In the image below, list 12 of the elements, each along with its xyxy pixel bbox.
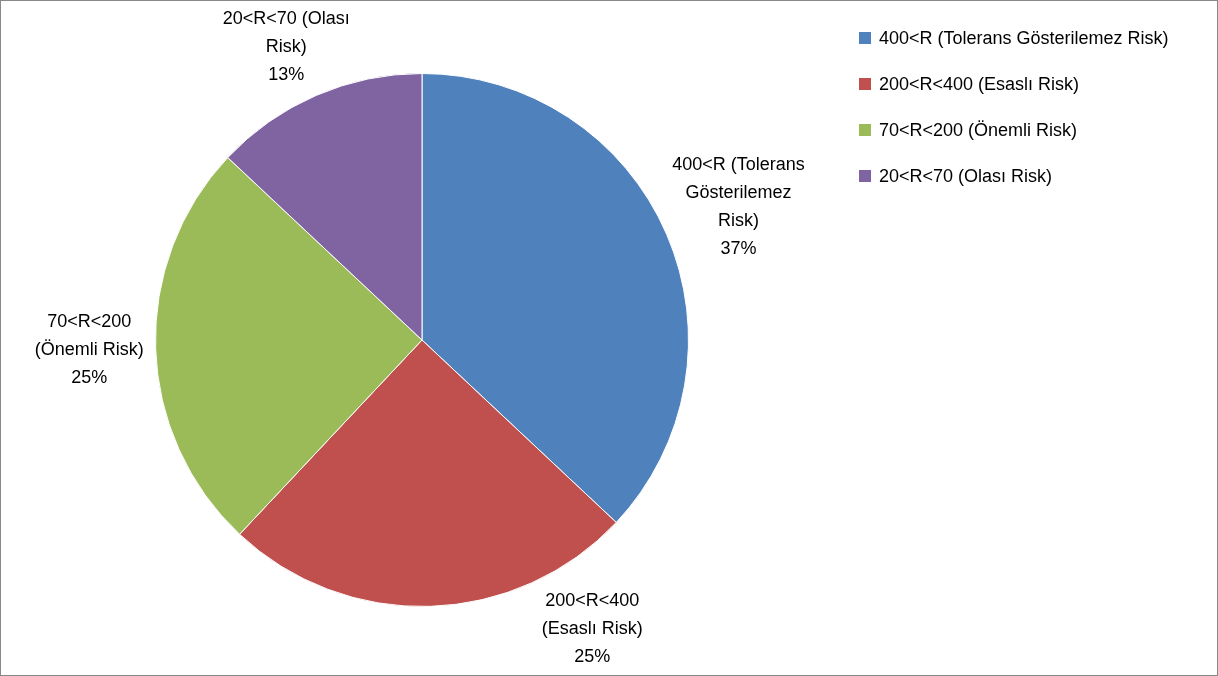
data-label: 37% [720, 238, 757, 259]
slice-label: 200<R<400 (Esaslı Risk) [541, 589, 643, 638]
legend-label: 400<R (Tolerans Gösterilemez Risk) [879, 27, 1169, 50]
legend-label: 20<R<70 (Olası Risk) [879, 165, 1053, 188]
legend-label: 70<R<200 (Önemli Risk) [879, 119, 1078, 142]
slice-label: 400<R (Tolerans Gösterilemez Risk) [672, 154, 805, 231]
data-label: 25% [574, 645, 611, 666]
data-label: 13% [268, 63, 305, 84]
slice-label: 70<R<200 (Önemli Risk) [34, 311, 144, 360]
slice-label: 20<R<70 (Olası Risk) [222, 7, 350, 56]
legend-label: 200<R<400 (Esaslı Risk) [879, 73, 1080, 96]
data-label: 25% [71, 367, 108, 388]
